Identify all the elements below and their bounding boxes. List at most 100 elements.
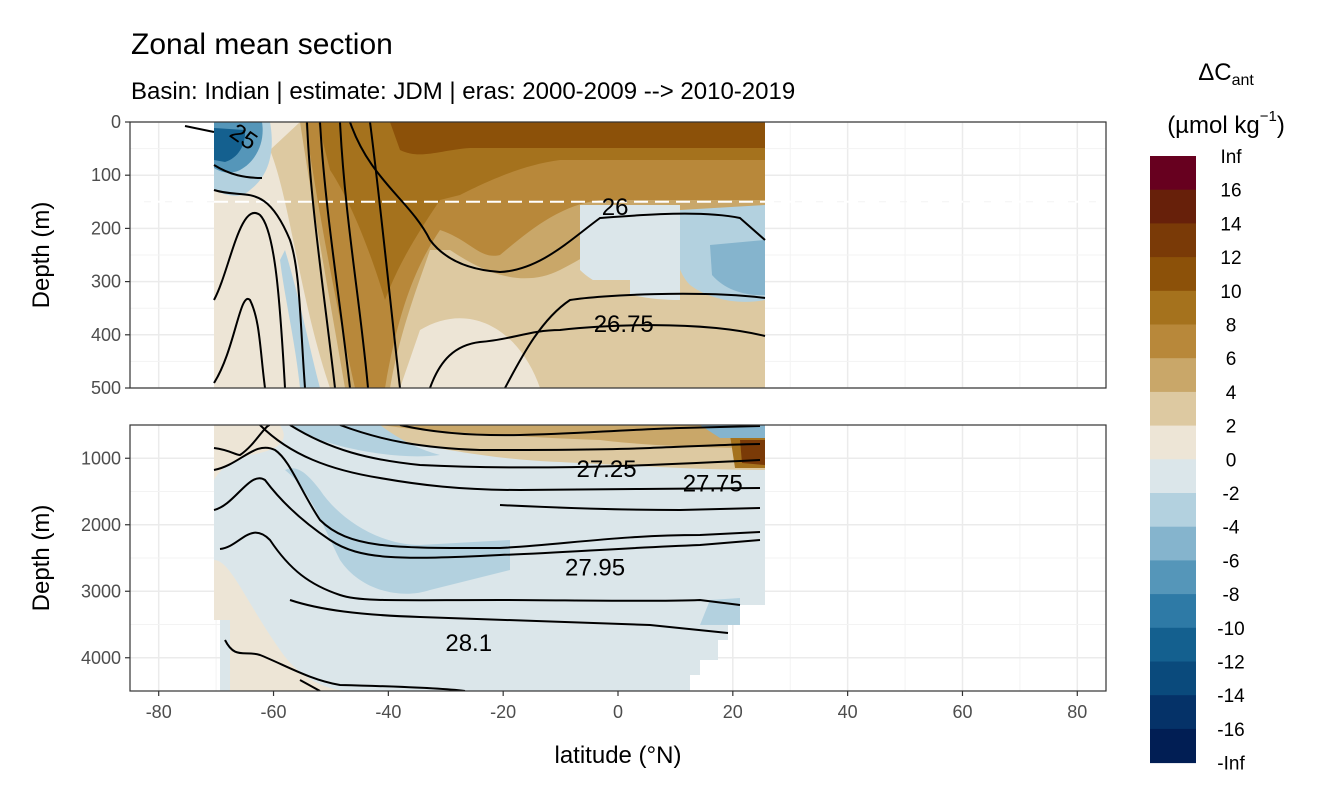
isopycnal-lower-7 (259, 425, 761, 492)
legend-label: -12 (1217, 653, 1244, 674)
fill-upper-sub-patch (580, 205, 680, 300)
fill-lower-north-max-core (740, 440, 765, 465)
fill-lower-thermocline-gain-mid (380, 425, 765, 448)
y-tick-label: 1000 (81, 448, 121, 468)
isopycnal-label: 26.75 (594, 311, 654, 338)
isopycnal-lower-6 (299, 679, 321, 691)
fill-upper-surface-max (390, 122, 765, 155)
x-tick-label: -40 (375, 702, 401, 722)
y-tick-label: 500 (91, 378, 121, 398)
legend-label: Inf (1220, 147, 1242, 168)
isopycnal-upper-9 (369, 122, 401, 388)
legend-title: ΔCant (1198, 59, 1254, 89)
legend-swatch (1150, 223, 1196, 258)
upper-panel-fills (214, 122, 765, 388)
y-tick-label: 400 (91, 325, 121, 345)
isopycnal-lower-4 (219, 531, 741, 606)
fill-upper-southern-loss-max (214, 128, 246, 162)
y-tick-label: 300 (91, 272, 121, 292)
lower-panel-isopycnal-labels: 27.25 27.75 27.95 28.1 (445, 456, 742, 657)
legend-unit-close: ) (1277, 112, 1285, 139)
lower-panel: 27.25 27.75 27.95 28.1 1000 2000 3000 4000 Dep… (28, 424, 1107, 692)
x-tick-label: 20 (723, 702, 743, 722)
legend-swatch (1150, 358, 1196, 393)
legend-label: 2 (1226, 417, 1237, 438)
isopycnal-lower-8 (289, 425, 761, 469)
upper-y-axis: 0 100 200 300 400 500 (91, 112, 130, 398)
isopycnal-label: 26 (602, 194, 629, 221)
legend-label: -Inf (1217, 754, 1245, 775)
legend-title-subscript: ant (1232, 72, 1255, 89)
legend-swatch (1150, 728, 1196, 764)
x-tick-label: -60 (261, 702, 287, 722)
legend-label: 14 (1220, 214, 1242, 235)
isopycnal-26-75 (429, 324, 766, 388)
isopycnal-lower-9 (339, 425, 761, 452)
legend-unit-exponent: −1 (1260, 108, 1277, 125)
lower-panel-isopycnals (213, 425, 761, 691)
legend-label: 0 (1226, 450, 1237, 471)
legend-label: -4 (1223, 518, 1240, 539)
fill-lower-thermocline-loss (290, 425, 440, 457)
x-tick-label: 60 (952, 702, 972, 722)
legend-label: -8 (1223, 585, 1240, 606)
legend-label: 8 (1226, 316, 1237, 337)
legend-swatch (1150, 695, 1196, 730)
legend-label: -2 (1223, 484, 1240, 505)
legend-swatch (1150, 391, 1196, 427)
legend-swatch (1150, 493, 1196, 528)
fill-upper-surface-darkest (318, 122, 765, 300)
chart-subtitle: Basin: Indian | estimate: JDM | eras: 20… (131, 78, 795, 105)
x-tick-label: 40 (838, 702, 858, 722)
isopycnal-lower-12 (499, 504, 761, 512)
isopycnal-label: 27.95 (565, 554, 625, 581)
lower-y-axis-title: Depth (m) (28, 505, 55, 612)
isopycnal-lower-2 (213, 446, 761, 550)
y-tick-label: 4000 (81, 648, 121, 668)
isopycnal-label: 27.25 (576, 456, 636, 483)
chart-title: Zonal mean section (131, 28, 393, 61)
legend-swatch (1150, 290, 1196, 325)
legend-swatch (1150, 627, 1196, 662)
legend-swatch (1150, 661, 1196, 696)
x-tick-label: -80 (146, 702, 172, 722)
legend-swatch (1150, 459, 1196, 494)
legend-label: -6 (1223, 551, 1240, 572)
legend-label: 12 (1220, 248, 1241, 269)
legend-label: -10 (1217, 619, 1244, 640)
isopycnal-upper-7 (339, 122, 369, 388)
legend-label: -16 (1217, 720, 1244, 741)
legend-label: 6 (1226, 349, 1237, 370)
fill-lower-abyss-gain (214, 560, 350, 691)
isopycnal-upper-4 (213, 297, 266, 388)
y-tick-label: 200 (91, 218, 121, 238)
fill-upper-mid-patch (570, 280, 630, 330)
legend-swatch (1150, 594, 1196, 629)
y-tick-label: 0 (111, 112, 121, 132)
legend-swatch (1150, 257, 1196, 292)
legend-swatch (1150, 526, 1196, 561)
legend-title-delta: ΔC (1198, 59, 1231, 86)
upper-panel-isopycnals (184, 122, 766, 388)
y-tick-label: 2000 (81, 515, 121, 535)
legend-label: -14 (1217, 686, 1245, 707)
isopycnal-lower-10 (399, 425, 761, 437)
x-tick-label: 0 (613, 702, 623, 722)
legend-swatch (1150, 189, 1196, 224)
isopycnal-lower-3 (213, 477, 761, 559)
isopycnal-upper-6 (319, 122, 351, 388)
legend-unit: (µmol kg−1) (1167, 108, 1285, 139)
isopycnal-upper-5 (306, 122, 336, 388)
isopycnal-28-1 (289, 599, 729, 634)
legend-label: 16 (1220, 181, 1241, 202)
legend-swatch (1150, 156, 1196, 191)
legend-swatch (1150, 425, 1196, 460)
legend-swatch (1150, 324, 1196, 359)
isopycnal-label: 28.1 (445, 630, 492, 657)
color-legend: ΔCant (µmol kg−1) Inf 16 14 12 10 8 6 4 2 0 -2 -4 -6… (1150, 59, 1285, 775)
x-axis-title: latitude (°N) (555, 742, 682, 769)
fill-lower-deep-loss (285, 468, 510, 594)
isopycnal-upper-8 (349, 122, 766, 274)
